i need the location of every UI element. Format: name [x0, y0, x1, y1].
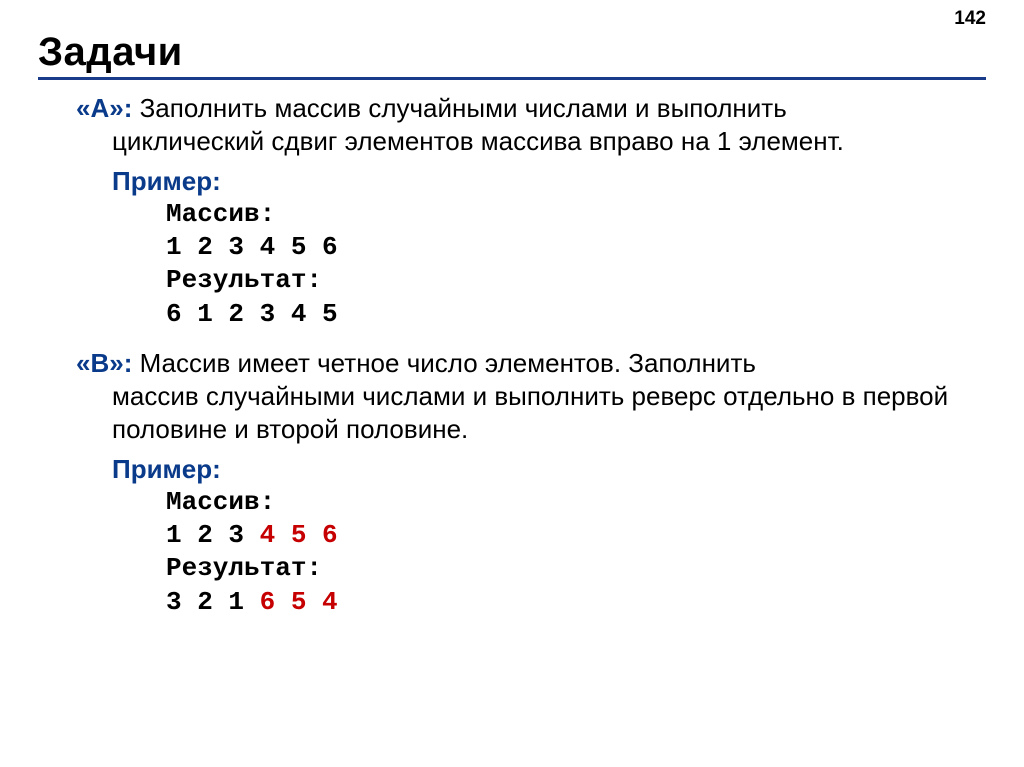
task-a-desc-rest: циклический сдвиг элементов массива впра…: [38, 125, 986, 158]
task-b-label: «B»:: [76, 348, 132, 378]
task-a-text: «A»: Заполнить массив случайными числами…: [38, 92, 986, 125]
task-b: «B»: Массив имеет четное число элементов…: [38, 347, 986, 619]
task-b-example-label: Пример:: [38, 453, 986, 486]
task-b-desc-line1: Массив имеет четное число элементов. Зап…: [132, 348, 756, 378]
page-number: 142: [954, 8, 986, 30]
task-b-text: «B»: Массив имеет четное число элементов…: [38, 347, 986, 380]
task-a-label: «A»:: [76, 93, 132, 123]
task-b-desc-rest: массив случайными числами и выполнить ре…: [38, 380, 986, 447]
slide-page: 142 Задачи «A»: Заполнить массив случайн…: [0, 0, 1024, 639]
task-a-example-label: Пример:: [38, 165, 986, 198]
task-a-code: Массив:1 2 3 4 5 6Результат:6 1 2 3 4 5: [38, 198, 986, 331]
task-b-code: Массив:1 2 3 4 5 6Результат:3 2 1 6 5 4: [38, 486, 986, 619]
page-title: Задачи: [38, 30, 986, 80]
task-a-desc-line1: Заполнить массив случайными числами и вы…: [132, 93, 786, 123]
task-a: «A»: Заполнить массив случайными числами…: [38, 92, 986, 331]
